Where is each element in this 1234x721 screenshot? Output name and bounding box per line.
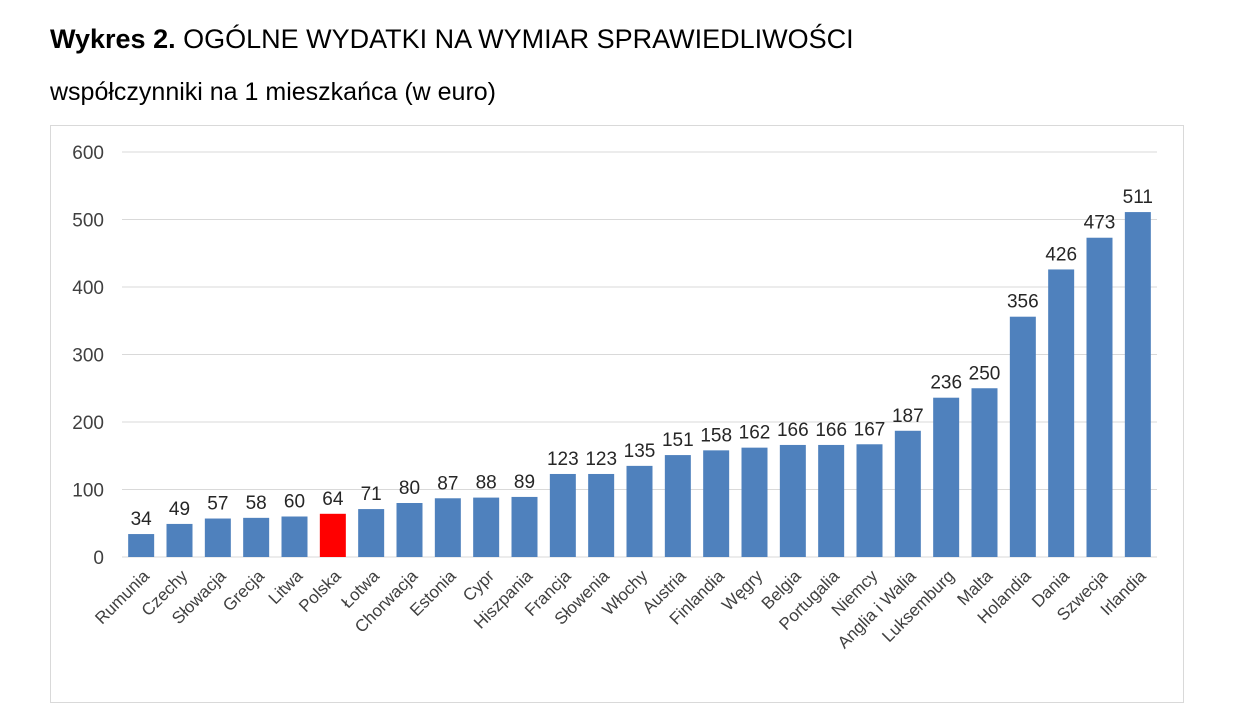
data-label: 60 xyxy=(284,492,305,513)
y-tick-label: 200 xyxy=(72,413,104,434)
data-label: 57 xyxy=(207,494,228,515)
bar xyxy=(511,496,538,557)
bar xyxy=(319,513,346,557)
data-label: 58 xyxy=(246,493,267,514)
bar xyxy=(1086,237,1113,557)
bar xyxy=(779,444,806,557)
y-tick-label: 600 xyxy=(72,143,104,164)
data-label: 167 xyxy=(854,419,886,440)
data-label: 158 xyxy=(700,425,732,446)
y-tick-label: 100 xyxy=(72,481,104,502)
bar xyxy=(204,518,231,557)
data-label: 135 xyxy=(624,441,656,462)
data-label: 236 xyxy=(930,373,962,394)
data-label: 49 xyxy=(169,499,190,520)
data-label: 166 xyxy=(777,420,809,441)
chart-title-main: OGÓLNE WYDATKI NA WYMIAR SPRAWIEDLIWOŚCI xyxy=(183,24,854,54)
data-label: 88 xyxy=(476,473,497,494)
y-tick-label: 0 xyxy=(93,548,104,569)
bar xyxy=(933,397,960,557)
bar xyxy=(741,447,768,557)
y-tick-label: 400 xyxy=(72,278,104,299)
data-label: 123 xyxy=(585,449,617,470)
data-label: 151 xyxy=(662,430,694,451)
data-label: 187 xyxy=(892,406,924,427)
data-label: 64 xyxy=(322,489,344,510)
bar xyxy=(971,388,998,557)
chart-title: Wykres 2. OGÓLNE WYDATKI NA WYMIAR SPRAW… xyxy=(50,22,854,56)
data-label: 71 xyxy=(361,484,382,505)
chart-title-prefix: Wykres 2. xyxy=(50,24,176,54)
y-tick-label: 500 xyxy=(72,211,104,232)
data-label: 87 xyxy=(437,473,458,494)
bar xyxy=(894,430,921,557)
bar xyxy=(128,534,155,557)
bar xyxy=(818,444,845,557)
data-label: 80 xyxy=(399,478,420,499)
bar xyxy=(473,497,500,557)
data-label: 250 xyxy=(969,363,1001,384)
bar xyxy=(703,450,730,557)
y-tick-label: 300 xyxy=(72,346,104,367)
bar xyxy=(1124,212,1151,557)
x-tick-label: Rumunia xyxy=(91,566,153,628)
bar xyxy=(1048,269,1075,557)
bar xyxy=(856,444,883,557)
x-tick-label: Grecja xyxy=(219,566,268,615)
data-label: 473 xyxy=(1084,213,1116,234)
data-label: 426 xyxy=(1045,244,1077,265)
x-tick-label: Węgry xyxy=(718,566,767,615)
bar xyxy=(626,465,653,557)
data-label: 123 xyxy=(547,449,579,470)
bar xyxy=(281,516,308,557)
x-tick-label: Polska xyxy=(295,566,345,616)
bar xyxy=(358,509,385,557)
bar xyxy=(166,523,193,557)
data-label: 511 xyxy=(1123,187,1153,208)
bar xyxy=(664,455,691,557)
bar xyxy=(243,517,270,557)
data-label: 162 xyxy=(739,423,771,444)
data-label: 34 xyxy=(131,509,153,530)
bar xyxy=(434,498,461,557)
data-label: 166 xyxy=(815,420,847,441)
chart-frame xyxy=(50,125,1184,703)
bar xyxy=(549,473,576,557)
bar xyxy=(1009,316,1036,557)
data-label: 89 xyxy=(514,472,535,493)
bar xyxy=(396,503,423,557)
data-label: 356 xyxy=(1007,292,1039,313)
bar xyxy=(588,473,615,557)
chart-subtitle: współczynniki na 1 mieszkańca (w euro) xyxy=(50,78,497,106)
